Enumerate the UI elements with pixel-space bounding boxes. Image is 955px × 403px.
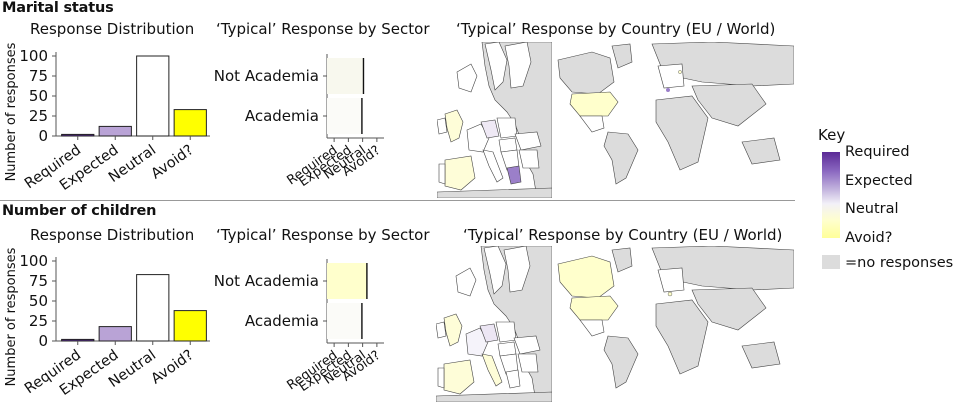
key-label-expected: Expected	[845, 173, 913, 189]
bar-expected	[98, 125, 132, 137]
sector-bar-not-academia	[327, 58, 364, 94]
key-label-required: Required	[845, 144, 910, 160]
y-axis-label: Number of responses	[4, 247, 19, 386]
bar-expected	[98, 326, 132, 342]
world-map-marital	[552, 42, 794, 194]
bar-neutral	[136, 274, 170, 342]
y-tick-label-100: 100	[19, 47, 48, 65]
sector-label-academia: Academia	[245, 107, 319, 125]
y-tick-label-50: 50	[29, 292, 48, 310]
dist-title-2: Response Distribution	[30, 226, 195, 244]
distribution-chart-marital: 0255075100RequiredExpectedNeutralAvoid?N…	[4, 42, 210, 194]
y-tick-label-0: 0	[38, 332, 48, 350]
y-tick-label-25: 25	[29, 107, 48, 125]
distribution-chart-children: 0255075100RequiredExpectedNeutralAvoid?N…	[4, 247, 210, 399]
eu-map-marital	[437, 42, 552, 198]
key-gradient-swatch	[822, 152, 840, 238]
key-label-avoid: Avoid?	[845, 230, 893, 246]
x-tick-label-avoid: Avoid?	[148, 347, 196, 387]
y-tick-label-25: 25	[29, 312, 48, 330]
sector-bar-academia	[327, 303, 362, 339]
country-title-1: ‘Typical’ Response by Country (EU / Worl…	[456, 20, 776, 38]
key-label-no-responses: =no responses	[845, 255, 954, 271]
section-title-marital: Marital status	[2, 0, 114, 16]
section-divider	[0, 200, 795, 201]
key-label-neutral: Neutral	[845, 201, 899, 217]
sector-bar-not-academia	[327, 263, 367, 299]
x-tick-label-avoid: Avoid?	[148, 142, 196, 182]
sector-label-not-academia: Not Academia	[214, 67, 319, 85]
dist-title-1: Response Distribution	[30, 20, 195, 38]
sector-bar-academia	[327, 98, 362, 134]
bar-avoid	[173, 109, 207, 137]
world-map-children	[552, 246, 794, 398]
bar-required	[61, 338, 95, 342]
sector-title-1: ‘Typical’ Response by Sector	[216, 20, 430, 38]
key-no-responses-swatch	[822, 255, 840, 269]
section-title-children: Number of children	[2, 203, 157, 219]
eu-map-children	[436, 246, 552, 402]
bar-avoid	[173, 310, 207, 342]
bar-neutral	[136, 55, 170, 137]
y-tick-label-100: 100	[19, 252, 48, 270]
sector-label-not-academia: Not Academia	[214, 272, 319, 290]
y-tick-label-0: 0	[38, 127, 48, 145]
key-title: Key	[818, 126, 846, 144]
y-tick-label-50: 50	[29, 87, 48, 105]
y-tick-label-75: 75	[29, 67, 48, 85]
y-axis-label: Number of responses	[4, 42, 19, 181]
sector-title-2: ‘Typical’ Response by Sector	[216, 226, 430, 244]
bar-required	[61, 133, 95, 137]
y-tick-label-75: 75	[29, 272, 48, 290]
country-title-2: ‘Typical’ Response by Country (EU / Worl…	[463, 226, 783, 244]
sector-label-academia: Academia	[245, 312, 319, 330]
